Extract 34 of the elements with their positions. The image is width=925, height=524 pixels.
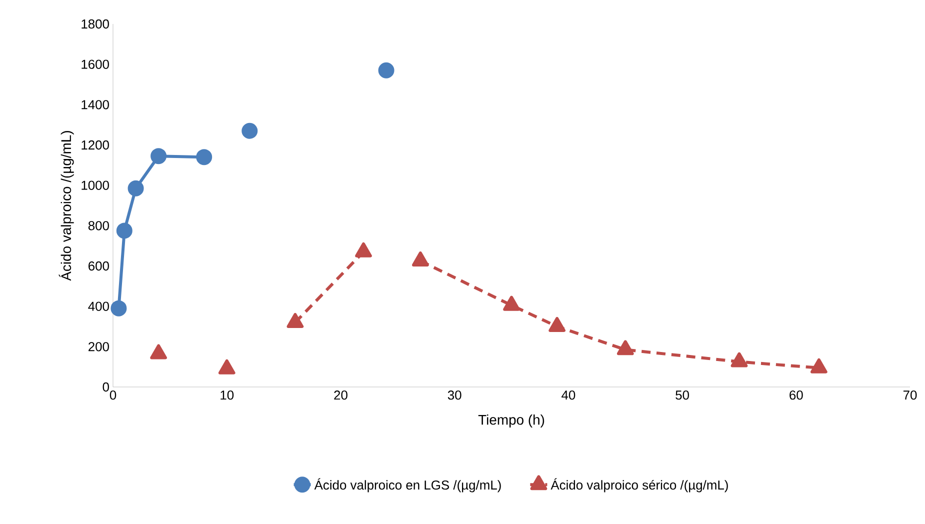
y-tick-label: 1000 bbox=[82, 180, 109, 190]
y-tick-label: 0 bbox=[102, 382, 109, 392]
y-tick-label: 400 bbox=[88, 302, 109, 311]
y-tick-label: 1200 bbox=[82, 140, 109, 150]
point bbox=[286, 312, 304, 328]
x-tick-label: 40 bbox=[562, 390, 576, 400]
y-axis-title: Ácido valproico /(µg/mL) bbox=[58, 131, 74, 281]
x-tick-label: 0 bbox=[110, 390, 116, 400]
point bbox=[150, 344, 167, 360]
point bbox=[730, 352, 748, 368]
point bbox=[548, 316, 566, 332]
x-tick-label: 20 bbox=[334, 390, 348, 400]
point bbox=[355, 242, 372, 258]
legend-label: Ácido valproico en LGS /(µg/mL) bbox=[314, 478, 501, 492]
x-axis-title: Tiempo (h) bbox=[478, 414, 544, 428]
y-tick-label: 800 bbox=[88, 221, 109, 230]
x-tick-label: 10 bbox=[220, 390, 234, 400]
x-tick-label: 30 bbox=[448, 390, 462, 400]
y-tick-label: 1400 bbox=[82, 100, 109, 110]
y-tick-label: 200 bbox=[88, 342, 109, 352]
x-tick-label: 50 bbox=[676, 390, 689, 400]
point bbox=[412, 251, 429, 266]
x-tick-label: 60 bbox=[790, 390, 803, 400]
y-tick-label: 1600 bbox=[82, 60, 109, 69]
y-tick-label: 600 bbox=[88, 261, 109, 271]
point bbox=[810, 358, 828, 374]
point bbox=[378, 62, 394, 78]
x-tick-label: 70 bbox=[903, 390, 917, 400]
point bbox=[242, 122, 258, 139]
point bbox=[503, 296, 520, 311]
legend-label: Ácido valproico sérico /(µg/mL) bbox=[550, 478, 728, 492]
point bbox=[616, 340, 634, 356]
point bbox=[218, 359, 236, 374]
y-tick-label: 1800 bbox=[82, 19, 109, 29]
